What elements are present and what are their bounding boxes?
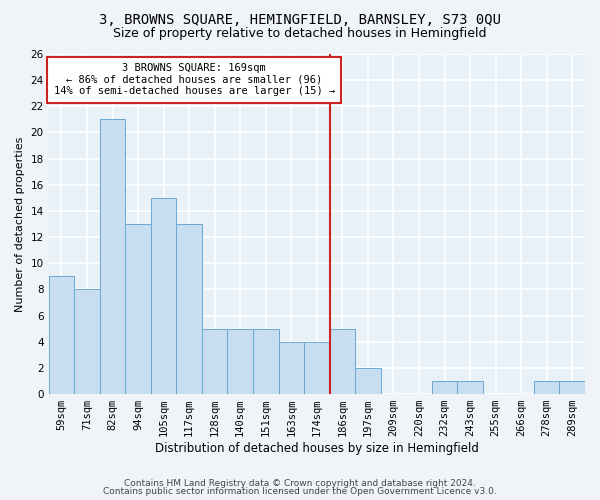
Bar xyxy=(227,328,253,394)
Bar xyxy=(457,381,483,394)
Bar xyxy=(176,224,202,394)
Bar xyxy=(100,120,125,394)
Bar xyxy=(151,198,176,394)
Bar xyxy=(202,328,227,394)
Text: Size of property relative to detached houses in Hemingfield: Size of property relative to detached ho… xyxy=(113,28,487,40)
Bar xyxy=(355,368,380,394)
Y-axis label: Number of detached properties: Number of detached properties xyxy=(15,136,25,312)
Bar xyxy=(432,381,457,394)
Text: 3 BROWNS SQUARE: 169sqm
← 86% of detached houses are smaller (96)
14% of semi-de: 3 BROWNS SQUARE: 169sqm ← 86% of detache… xyxy=(53,63,335,96)
X-axis label: Distribution of detached houses by size in Hemingfield: Distribution of detached houses by size … xyxy=(155,442,479,455)
Bar xyxy=(329,328,355,394)
Bar xyxy=(559,381,585,394)
Bar xyxy=(74,290,100,394)
Text: 3, BROWNS SQUARE, HEMINGFIELD, BARNSLEY, S73 0QU: 3, BROWNS SQUARE, HEMINGFIELD, BARNSLEY,… xyxy=(99,12,501,26)
Bar xyxy=(278,342,304,394)
Text: Contains public sector information licensed under the Open Government Licence v3: Contains public sector information licen… xyxy=(103,487,497,496)
Bar xyxy=(534,381,559,394)
Bar xyxy=(304,342,329,394)
Bar xyxy=(125,224,151,394)
Bar xyxy=(49,276,74,394)
Bar xyxy=(253,328,278,394)
Text: Contains HM Land Registry data © Crown copyright and database right 2024.: Contains HM Land Registry data © Crown c… xyxy=(124,478,476,488)
